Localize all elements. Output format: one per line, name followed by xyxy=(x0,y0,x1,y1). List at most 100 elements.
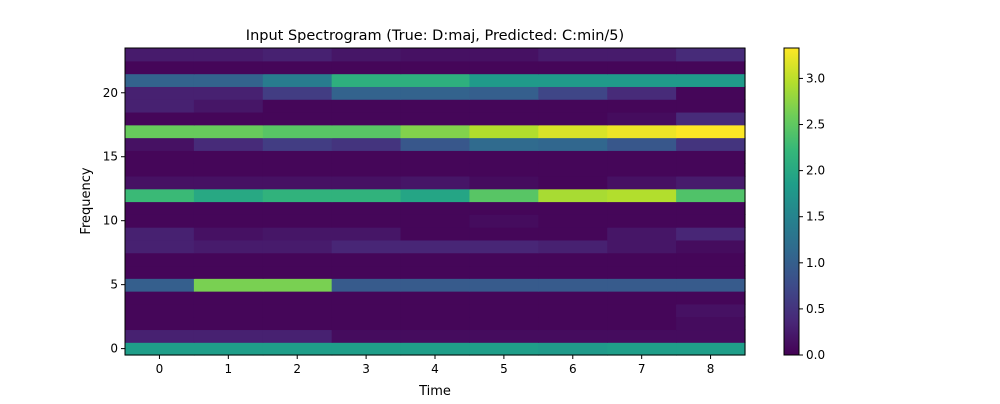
heatmap-cell xyxy=(193,291,264,305)
heatmap-cell xyxy=(607,150,677,164)
heatmap-cells xyxy=(125,48,746,356)
heatmap-cell xyxy=(676,111,746,126)
heatmap-cell xyxy=(193,227,264,241)
heatmap-cell xyxy=(193,175,264,190)
heatmap-cell xyxy=(538,214,608,228)
heatmap-cell xyxy=(262,316,333,331)
heatmap-cell xyxy=(262,342,333,356)
heatmap-cell xyxy=(538,278,608,292)
heatmap-cell xyxy=(607,175,677,190)
heatmap-cell xyxy=(538,291,608,305)
heatmap-cell xyxy=(538,111,608,126)
heatmap-cell xyxy=(607,188,677,203)
heatmap-cell xyxy=(400,175,471,190)
heatmap-cell xyxy=(400,214,471,228)
heatmap-cell xyxy=(676,73,746,87)
heatmap-cell xyxy=(125,60,195,75)
heatmap-cell xyxy=(262,291,333,305)
heatmap-cell xyxy=(607,73,677,87)
heatmap-cell xyxy=(400,111,471,126)
heatmap-cell xyxy=(262,163,333,177)
heatmap-cell xyxy=(400,201,471,215)
heatmap-cell xyxy=(469,303,539,318)
heatmap-cell xyxy=(469,316,539,331)
heatmap-cell xyxy=(538,73,608,87)
heatmap-cell xyxy=(125,214,195,228)
heatmap-cell xyxy=(125,316,195,331)
heatmap-cell xyxy=(676,150,746,164)
heatmap-cell xyxy=(331,124,402,139)
heatmap-cell xyxy=(538,124,608,139)
heatmap-cell xyxy=(607,214,677,228)
heatmap-cell xyxy=(125,188,195,203)
heatmap-cell xyxy=(331,291,402,305)
y-tick-label: 0 xyxy=(110,342,118,356)
heatmap-cell xyxy=(193,163,264,177)
heatmap-cell xyxy=(193,342,264,356)
heatmap-cell xyxy=(469,265,539,279)
heatmap-cell xyxy=(331,278,402,292)
heatmap-cell xyxy=(469,252,539,267)
heatmap-cell xyxy=(193,303,264,318)
heatmap-cell xyxy=(193,252,264,267)
heatmap-cell xyxy=(262,265,333,279)
heatmap-cell xyxy=(331,316,402,331)
heatmap-cell xyxy=(607,60,677,75)
heatmap-cell xyxy=(331,163,402,177)
heatmap-cell xyxy=(607,278,677,292)
heatmap-cell xyxy=(193,278,264,292)
heatmap-cell xyxy=(331,111,402,126)
heatmap-cell xyxy=(400,99,471,113)
heatmap-cell xyxy=(538,303,608,318)
heatmap-cell xyxy=(607,303,677,318)
heatmap-cell xyxy=(400,329,471,343)
heatmap-cell xyxy=(262,303,333,318)
chart-title: Input Spectrogram (True: D:maj, Predicte… xyxy=(246,28,624,44)
heatmap-cell xyxy=(193,137,264,151)
heatmap-cell xyxy=(331,265,402,279)
heatmap-cell xyxy=(125,150,195,164)
heatmap-cell xyxy=(193,124,264,139)
heatmap-cell xyxy=(469,214,539,228)
heatmap-cell xyxy=(400,316,471,331)
heatmap-cell xyxy=(469,188,539,203)
heatmap-cell xyxy=(193,48,264,62)
heatmap-cell xyxy=(400,227,471,241)
heatmap-cell xyxy=(331,150,402,164)
x-tick-label: 6 xyxy=(569,362,577,376)
x-tick-label: 3 xyxy=(362,362,370,376)
heatmap-cell xyxy=(400,48,471,62)
heatmap-cell xyxy=(607,163,677,177)
colorbar-tick-label: 2.0 xyxy=(806,164,825,178)
heatmap-cell xyxy=(607,291,677,305)
heatmap-cell xyxy=(262,111,333,126)
heatmap-cell xyxy=(193,201,264,215)
heatmap-cell xyxy=(607,239,677,254)
heatmap-cell xyxy=(607,137,677,151)
heatmap-cell xyxy=(331,227,402,241)
heatmap-cell xyxy=(400,265,471,279)
heatmap-cell xyxy=(676,227,746,241)
heatmap-cell xyxy=(607,124,677,139)
heatmap-cell xyxy=(469,175,539,190)
x-tick-label: 8 xyxy=(707,362,715,376)
x-tick-label: 0 xyxy=(156,362,164,376)
x-tick-label: 4 xyxy=(431,362,439,376)
heatmap-cell xyxy=(676,124,746,139)
heatmap-cell xyxy=(469,99,539,113)
heatmap-cell xyxy=(538,60,608,75)
heatmap-cell xyxy=(469,48,539,62)
heatmap-cell xyxy=(262,239,333,254)
x-axis: 0 1 2 3 4 5 6 7 8 xyxy=(156,355,715,376)
heatmap-cell xyxy=(469,73,539,87)
heatmap-cell xyxy=(331,60,402,75)
heatmap-cell xyxy=(193,60,264,75)
heatmap-cell xyxy=(331,175,402,190)
heatmap-cell xyxy=(331,73,402,87)
heatmap-cell xyxy=(607,252,677,267)
heatmap-cell xyxy=(676,316,746,331)
heatmap-cell xyxy=(400,60,471,75)
heatmap-cell xyxy=(538,86,608,100)
heatmap-cell xyxy=(469,227,539,241)
